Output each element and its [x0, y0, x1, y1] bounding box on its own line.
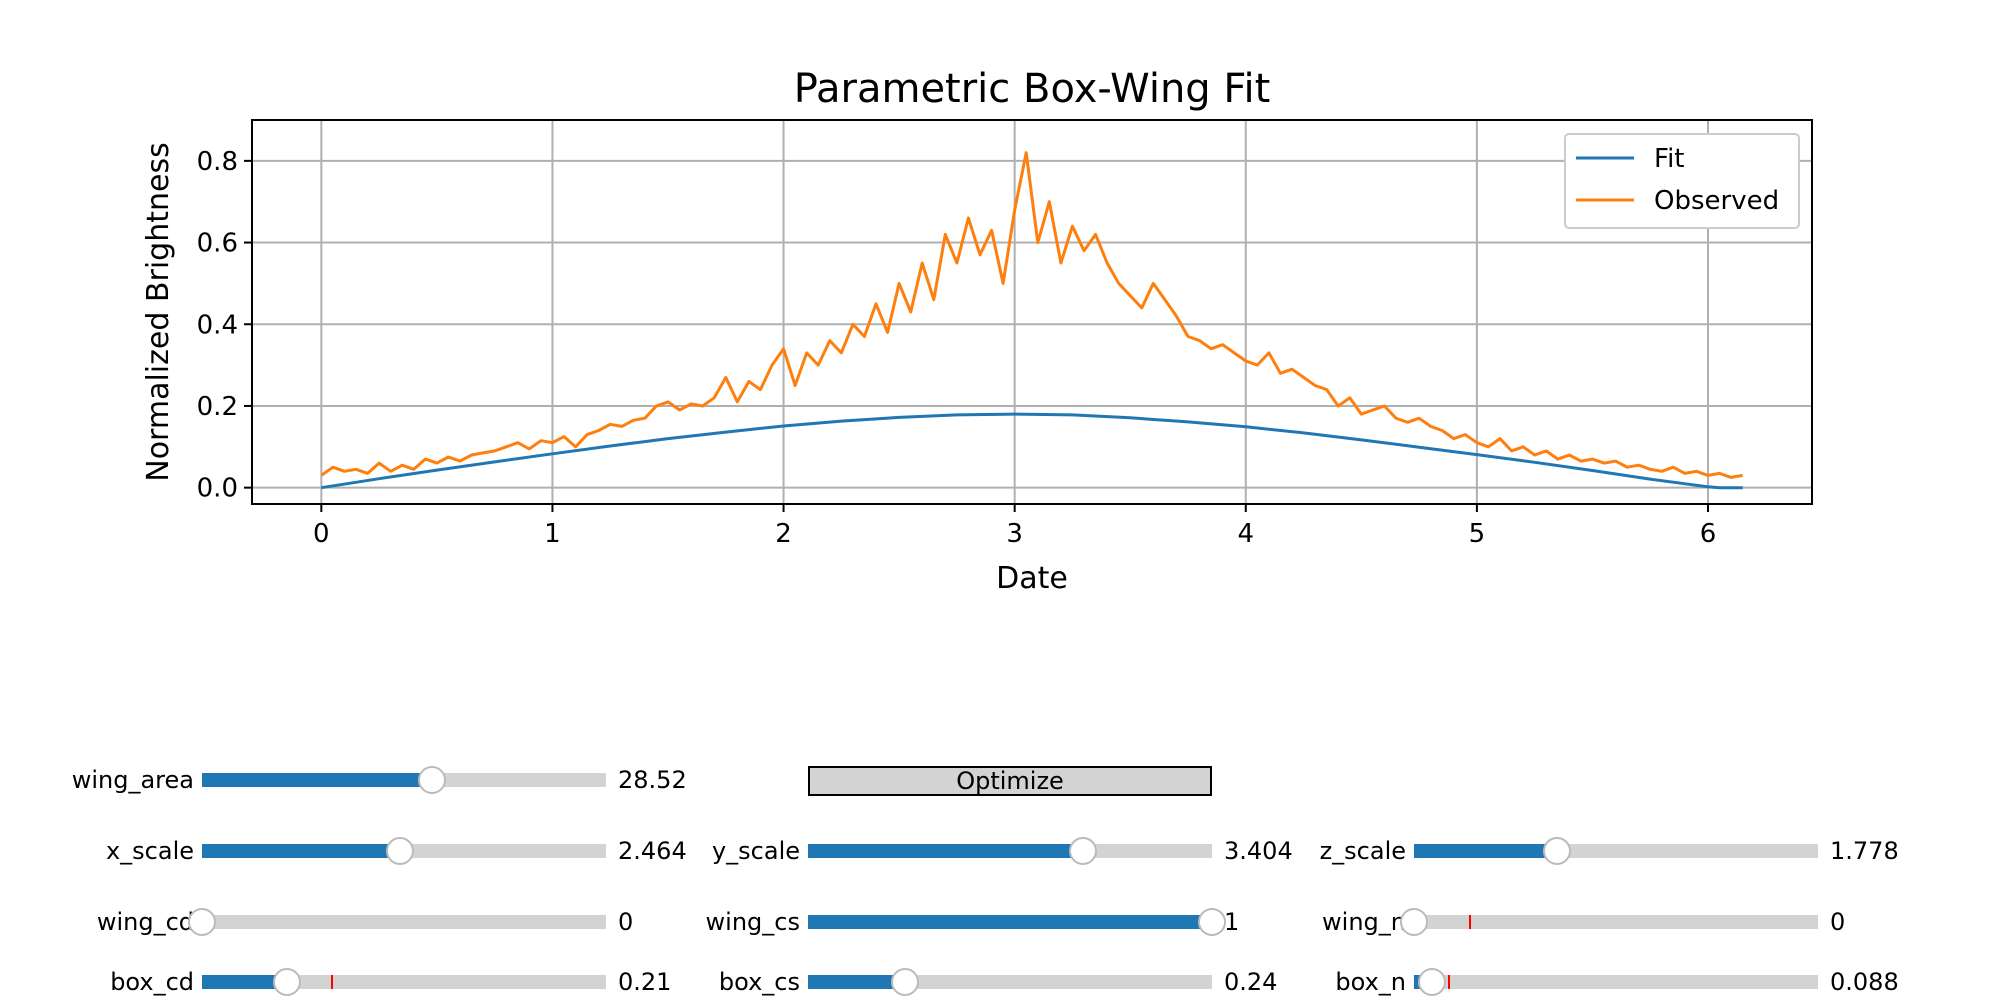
slider-handle[interactable] — [385, 837, 414, 865]
x-axis-label: Date — [996, 561, 1068, 596]
grid-lines — [252, 120, 1812, 504]
slider-value-wing-cs: 1 — [1224, 908, 1240, 936]
slider-initial-marker — [331, 975, 334, 989]
slider-value-y-scale: 3.404 — [1224, 837, 1293, 865]
x-tick-label: 5 — [1469, 519, 1486, 549]
plot-frame — [251, 119, 1813, 505]
slider-label-y-scale: y_scale — [711, 837, 800, 865]
y-tick-label: 0.0 — [197, 474, 238, 504]
slider-wing-area[interactable] — [202, 766, 606, 794]
slider-y-scale[interactable] — [808, 837, 1212, 865]
slider-handle[interactable] — [1543, 837, 1572, 865]
slider-value-wing-n: 0 — [1830, 908, 1846, 936]
slider-x-scale[interactable] — [202, 837, 606, 865]
slider-initial-marker — [1448, 975, 1451, 989]
series-line-fit — [321, 412, 1743, 490]
slider-value-z-scale: 1.778 — [1830, 837, 1899, 865]
slider-label-z-scale: z_scale — [1319, 837, 1406, 865]
chart-title: Parametric Box-Wing Fit — [794, 66, 1271, 112]
y-tick-label: 0.8 — [197, 147, 238, 177]
slider-value-x-scale: 2.464 — [618, 837, 687, 865]
y-axis-label: Normalized Brightness — [141, 142, 176, 481]
axis-ticks: 0 1 2 3 4 5 6 0.0 0.2 0.4 0.6 0.8 — [197, 147, 1717, 549]
legend-label-observed: Observed — [1654, 186, 1779, 216]
slider-value-wing-cd: 0 — [618, 908, 634, 936]
slider-handle[interactable] — [1198, 908, 1226, 936]
slider-label-wing-cs: wing_cs — [705, 908, 800, 936]
slider-fill — [202, 975, 287, 989]
slider-value-wing-area: 28.52 — [618, 766, 687, 794]
slider-label-box-cs: box_cs — [718, 968, 800, 996]
slider-fill — [808, 975, 905, 989]
slider-value-box-cs: 0.24 — [1224, 968, 1278, 996]
slider-label-box-n: box_n — [1335, 968, 1406, 996]
chart-figure: Parametric Box-Wing Fit 0 1 2 3 4 5 6 0.0 0.2 0.4… — [141, 66, 1813, 596]
x-tick-label: 3 — [1006, 519, 1023, 549]
y-tick-label: 0.6 — [197, 229, 238, 259]
series-line-observed — [320, 151, 1743, 479]
slider-box-cd[interactable] — [202, 968, 606, 996]
series-group — [320, 151, 1743, 490]
slider-fill — [808, 915, 1212, 929]
optimize-button[interactable]: Optimize — [808, 766, 1212, 796]
legend: Fit Observed — [1564, 133, 1800, 229]
slider-handle[interactable] — [890, 968, 919, 996]
slider-label-wing-n: wing_n — [1322, 908, 1406, 936]
slider-z-scale[interactable] — [1414, 837, 1818, 865]
slider-value-box-n: 0.088 — [1830, 968, 1899, 996]
x-tick-label: 1 — [544, 519, 561, 549]
x-tick-label: 6 — [1700, 519, 1717, 549]
slider-handle[interactable] — [1400, 908, 1428, 936]
slider-label-wing-cd: wing_cd — [96, 908, 194, 936]
slider-handle[interactable] — [418, 766, 447, 794]
slider-fill — [202, 773, 433, 787]
slider-wing-cd[interactable] — [188, 908, 606, 936]
slider-fill — [202, 844, 400, 858]
slider-handle[interactable] — [272, 968, 301, 996]
slider-box-n[interactable] — [1414, 968, 1818, 996]
slider-fill — [808, 844, 1083, 858]
x-tick-label: 4 — [1238, 519, 1255, 549]
slider-value-box-cd: 0.21 — [618, 968, 672, 996]
legend-label-fit: Fit — [1654, 144, 1684, 174]
slider-fill — [1414, 844, 1558, 858]
y-tick-label: 0.2 — [197, 392, 238, 422]
y-tick-label: 0.4 — [197, 310, 238, 340]
x-tick-label: 2 — [775, 519, 792, 549]
slider-label-box-cd: box_cd — [110, 968, 194, 996]
slider-wing-n[interactable] — [1400, 908, 1818, 936]
slider-box-cs[interactable] — [808, 968, 1212, 996]
slider-handle[interactable] — [188, 908, 216, 936]
slider-handle[interactable] — [1068, 837, 1097, 865]
slider-label-wing-area: wing_area — [71, 766, 194, 794]
x-tick-label: 0 — [313, 519, 330, 549]
slider-label-x-scale: x_scale — [105, 837, 194, 865]
slider-initial-marker — [1468, 915, 1471, 929]
slider-wing-cs[interactable] — [808, 908, 1226, 936]
slider-handle[interactable] — [1418, 968, 1447, 996]
